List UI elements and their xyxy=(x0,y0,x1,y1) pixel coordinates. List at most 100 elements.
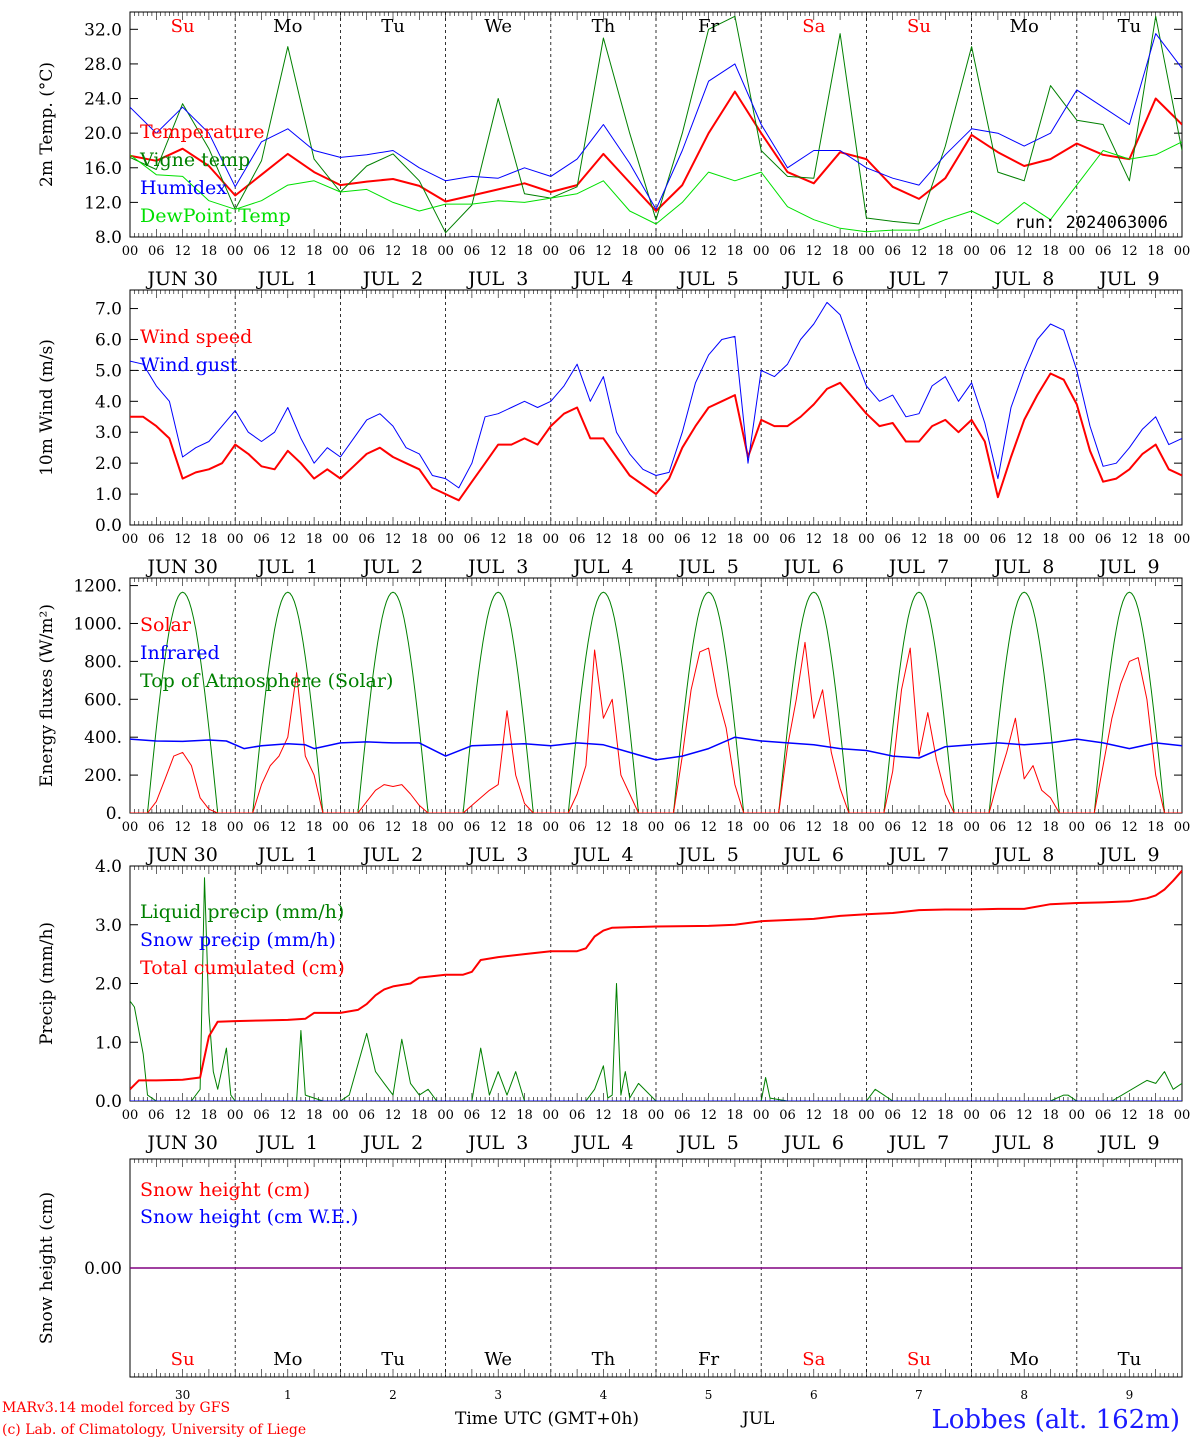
day-name: Th xyxy=(592,1349,616,1370)
x-hour-label: 06 xyxy=(569,244,586,259)
x-hour-label: 00 xyxy=(1174,244,1191,259)
top-hour-ticks xyxy=(129,866,1183,874)
x-hour-label: 12 xyxy=(1121,1108,1138,1123)
y-tick-label: 0.0 xyxy=(95,516,122,536)
y-tick-label: 6.0 xyxy=(95,330,122,350)
x-hour-label: 12 xyxy=(700,1108,717,1123)
x-hour-label: 12 xyxy=(174,820,191,835)
day-name: Sa xyxy=(802,1349,825,1370)
day-number: 7 xyxy=(915,1388,923,1402)
y-tick-label: 0. xyxy=(106,804,122,824)
x-hour-label: 18 xyxy=(727,1108,744,1123)
legend-entry: Wind speed xyxy=(140,326,252,348)
x-day-label: JUL 8 xyxy=(992,556,1054,578)
legend-entry: Infrared xyxy=(140,642,220,664)
x-hour-label: 06 xyxy=(148,244,165,259)
x-hour-label: 06 xyxy=(148,532,165,547)
x-hour-label: 12 xyxy=(385,532,402,547)
y-tick-label: 16.0 xyxy=(84,159,122,179)
x-hour-label: 12 xyxy=(174,1108,191,1123)
x-hour-label: 06 xyxy=(1095,532,1112,547)
x-hour-label: 12 xyxy=(700,532,717,547)
x-hour-label: 06 xyxy=(569,820,586,835)
x-day-label: JUL 9 xyxy=(1097,556,1159,578)
x-day-label: JUL 4 xyxy=(571,556,633,578)
legend-entry: Snow precip (mm/h) xyxy=(140,929,336,951)
x-hour-label: 18 xyxy=(937,244,954,259)
x-hour-label: 12 xyxy=(385,820,402,835)
day-name: Su xyxy=(907,16,931,37)
y-tick-label: 600. xyxy=(84,690,122,710)
x-hour-label: 00 xyxy=(543,532,560,547)
x-hour-label: 06 xyxy=(464,820,481,835)
x-hour-label: 00 xyxy=(122,1108,139,1123)
x-hour-label: 06 xyxy=(464,244,481,259)
x-hour-label: 00 xyxy=(543,1108,560,1123)
bottom-hour-ticks xyxy=(129,805,1183,813)
x-hour-label: 06 xyxy=(148,1108,165,1123)
series-line-vigne-temp xyxy=(130,15,1182,234)
x-hour-label: 12 xyxy=(595,820,612,835)
y-axis-label: Snow height (cm) xyxy=(37,1192,57,1344)
x-hour-label: 00 xyxy=(332,820,349,835)
x-hour-label: 18 xyxy=(727,532,744,547)
x-hour-label: 06 xyxy=(358,1108,375,1123)
x-hour-label: 18 xyxy=(1042,244,1059,259)
y-tick-label: 2.0 xyxy=(95,454,122,474)
x-hour-label: 12 xyxy=(1121,244,1138,259)
legend-entry: Vigne temp xyxy=(139,149,250,171)
x-hour-label: 00 xyxy=(753,1108,770,1123)
x-day-label: JUL 6 xyxy=(782,844,844,866)
y-tick-label: 4.0 xyxy=(95,857,122,877)
x-hour-label: 12 xyxy=(1016,244,1033,259)
x-hour-label: 12 xyxy=(806,820,823,835)
bottom-hour-ticks xyxy=(129,1369,1183,1377)
x-hour-label: 18 xyxy=(832,244,849,259)
x-hour-label: 00 xyxy=(227,532,244,547)
x-hour-label: 18 xyxy=(411,244,428,259)
day-name: Th xyxy=(592,16,616,37)
day-name: Mo xyxy=(273,1349,302,1370)
x-hour-label: 18 xyxy=(1147,1108,1164,1123)
x-hour-label: 06 xyxy=(569,532,586,547)
day-name: Tu xyxy=(1118,16,1142,37)
y-tick-label: 24.0 xyxy=(84,90,122,110)
x-day-label: JUL 9 xyxy=(1097,268,1159,290)
day-number: 9 xyxy=(1126,1388,1134,1402)
x-day-label: JUL 3 xyxy=(466,556,528,578)
x-hour-label: 06 xyxy=(253,244,270,259)
x-hour-label: 12 xyxy=(490,244,507,259)
series-line-dewpoint-temp xyxy=(130,141,1182,233)
x-day-label: JUL 5 xyxy=(676,268,738,290)
day-name: Su xyxy=(171,16,195,37)
x-hour-label: 06 xyxy=(464,532,481,547)
day-name: Su xyxy=(907,1349,931,1370)
day-name: Mo xyxy=(1010,16,1039,37)
x-day-label: JUL 9 xyxy=(1097,1132,1159,1154)
x-hour-label: 18 xyxy=(621,532,638,547)
x-hour-label: 06 xyxy=(1095,820,1112,835)
x-hour-label: 00 xyxy=(753,820,770,835)
x-hour-label: 00 xyxy=(227,244,244,259)
x-hour-label: 00 xyxy=(122,532,139,547)
day-name: Su xyxy=(171,1349,195,1370)
x-hour-label: 18 xyxy=(306,532,323,547)
x-day-label: JUL 7 xyxy=(887,556,949,578)
x-hour-label: 00 xyxy=(437,244,454,259)
x-hour-label: 00 xyxy=(1174,532,1191,547)
x-hour-label: 06 xyxy=(779,244,796,259)
x-hour-label: 00 xyxy=(1069,244,1086,259)
legend-entry: Temperature xyxy=(140,121,264,143)
x-day-label: JUL 1 xyxy=(256,1132,318,1154)
x-hour-label: 06 xyxy=(990,1108,1007,1123)
x-hour-label: 06 xyxy=(358,820,375,835)
y-tick-label: 400. xyxy=(84,728,122,748)
x-hour-label: 06 xyxy=(148,820,165,835)
y-tick-label: 200. xyxy=(84,766,122,786)
day-name: Fr xyxy=(698,1349,719,1370)
series-line-humidex xyxy=(130,33,1182,210)
x-hour-label: 18 xyxy=(516,244,533,259)
x-hour-label: 18 xyxy=(832,1108,849,1123)
footer-model: MARv3.14 model forced by GFS xyxy=(2,1400,230,1416)
x-hour-label: 06 xyxy=(990,244,1007,259)
